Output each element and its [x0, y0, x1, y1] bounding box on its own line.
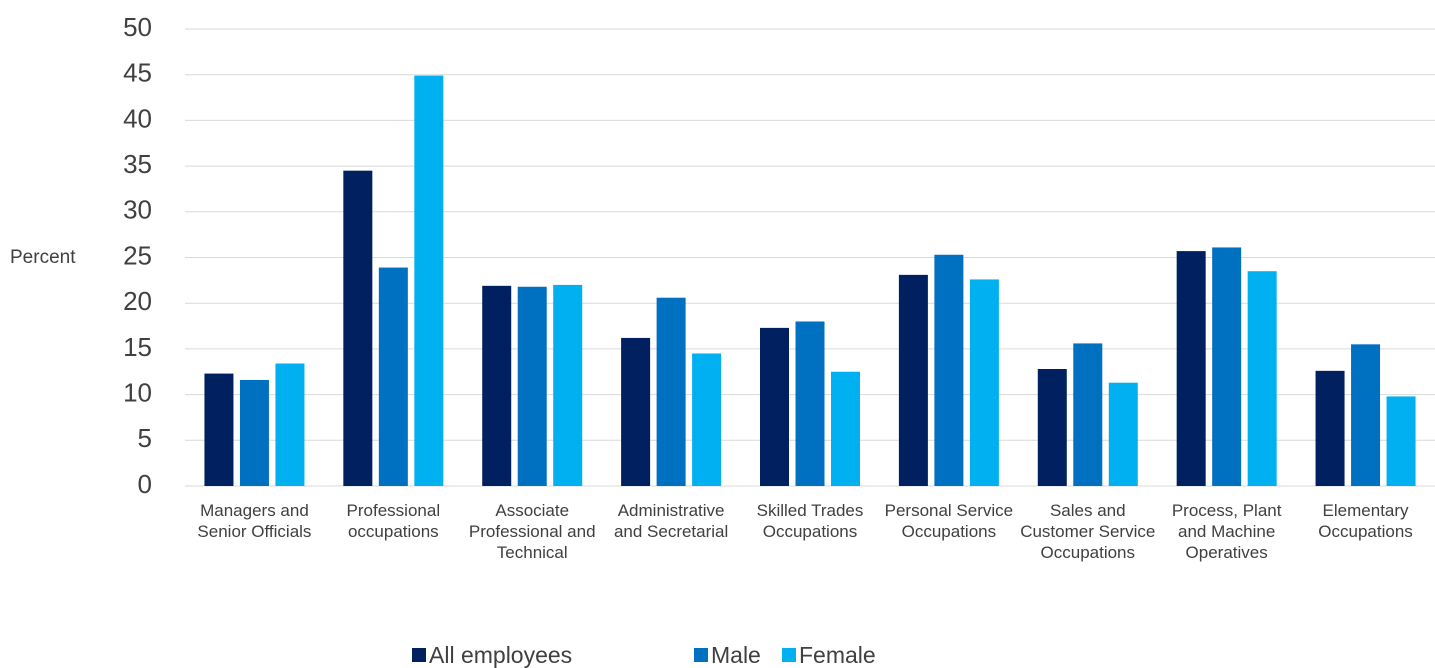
x-tick-label: Personal Service Occupations	[884, 501, 1014, 541]
bar	[692, 353, 722, 486]
bar	[621, 337, 651, 486]
bar	[275, 363, 305, 486]
bar	[1315, 370, 1345, 486]
bar	[553, 284, 583, 486]
bar	[760, 327, 789, 486]
y-tick-label: 0	[138, 469, 152, 499]
x-tick-label: Sales and Customer Service Occupations	[1020, 501, 1156, 562]
bar	[795, 321, 825, 486]
x-tick-label: Skilled Trades Occupations	[756, 501, 864, 541]
bar	[378, 267, 408, 486]
bar	[517, 286, 547, 486]
bar	[1176, 251, 1206, 486]
legend-label: Male	[711, 642, 761, 668]
y-tick-label: 35	[123, 149, 152, 179]
y-tick-label: 30	[123, 195, 152, 225]
x-tick-label: Managers and Senior Officials	[197, 501, 312, 541]
legend-label: All employees	[429, 642, 572, 668]
bar	[1351, 344, 1381, 486]
x-tick-label: Professional occupations	[346, 501, 441, 541]
y-tick-label: 50	[123, 12, 152, 42]
bar	[656, 297, 686, 486]
bar	[1386, 396, 1416, 486]
bar	[239, 379, 269, 486]
x-tick-label: Elementary Occupations	[1318, 501, 1413, 541]
x-tick-label: Associate Professional and Technical	[468, 501, 596, 562]
y-tick-label: 25	[123, 240, 152, 270]
legend-swatch	[782, 648, 796, 662]
bar	[482, 285, 512, 486]
bar	[1247, 271, 1277, 486]
bar	[1108, 382, 1138, 486]
x-tick-label: Process, Plant and Machine Operatives	[1171, 501, 1282, 562]
y-tick-label: 40	[123, 103, 152, 133]
legend-label: Female	[799, 642, 876, 668]
bar	[831, 371, 860, 486]
bar	[204, 373, 234, 486]
y-tick-label: 20	[123, 286, 152, 316]
legend-swatch	[694, 648, 708, 662]
y-tick-label: 45	[123, 58, 152, 88]
legend-swatch	[412, 648, 426, 662]
bar	[343, 170, 373, 487]
y-tick-label: 5	[138, 423, 152, 453]
bar	[969, 279, 999, 486]
bar	[934, 254, 964, 486]
x-tick-label: Administrative and Secretarial	[613, 501, 729, 541]
bar	[1212, 247, 1242, 486]
bar	[414, 75, 444, 486]
bar	[1037, 369, 1067, 486]
y-axis-label: Percent	[10, 247, 76, 268]
bar	[1073, 343, 1103, 486]
bar	[898, 274, 928, 486]
y-tick-label: 10	[123, 377, 152, 407]
y-tick-label: 15	[123, 332, 152, 362]
